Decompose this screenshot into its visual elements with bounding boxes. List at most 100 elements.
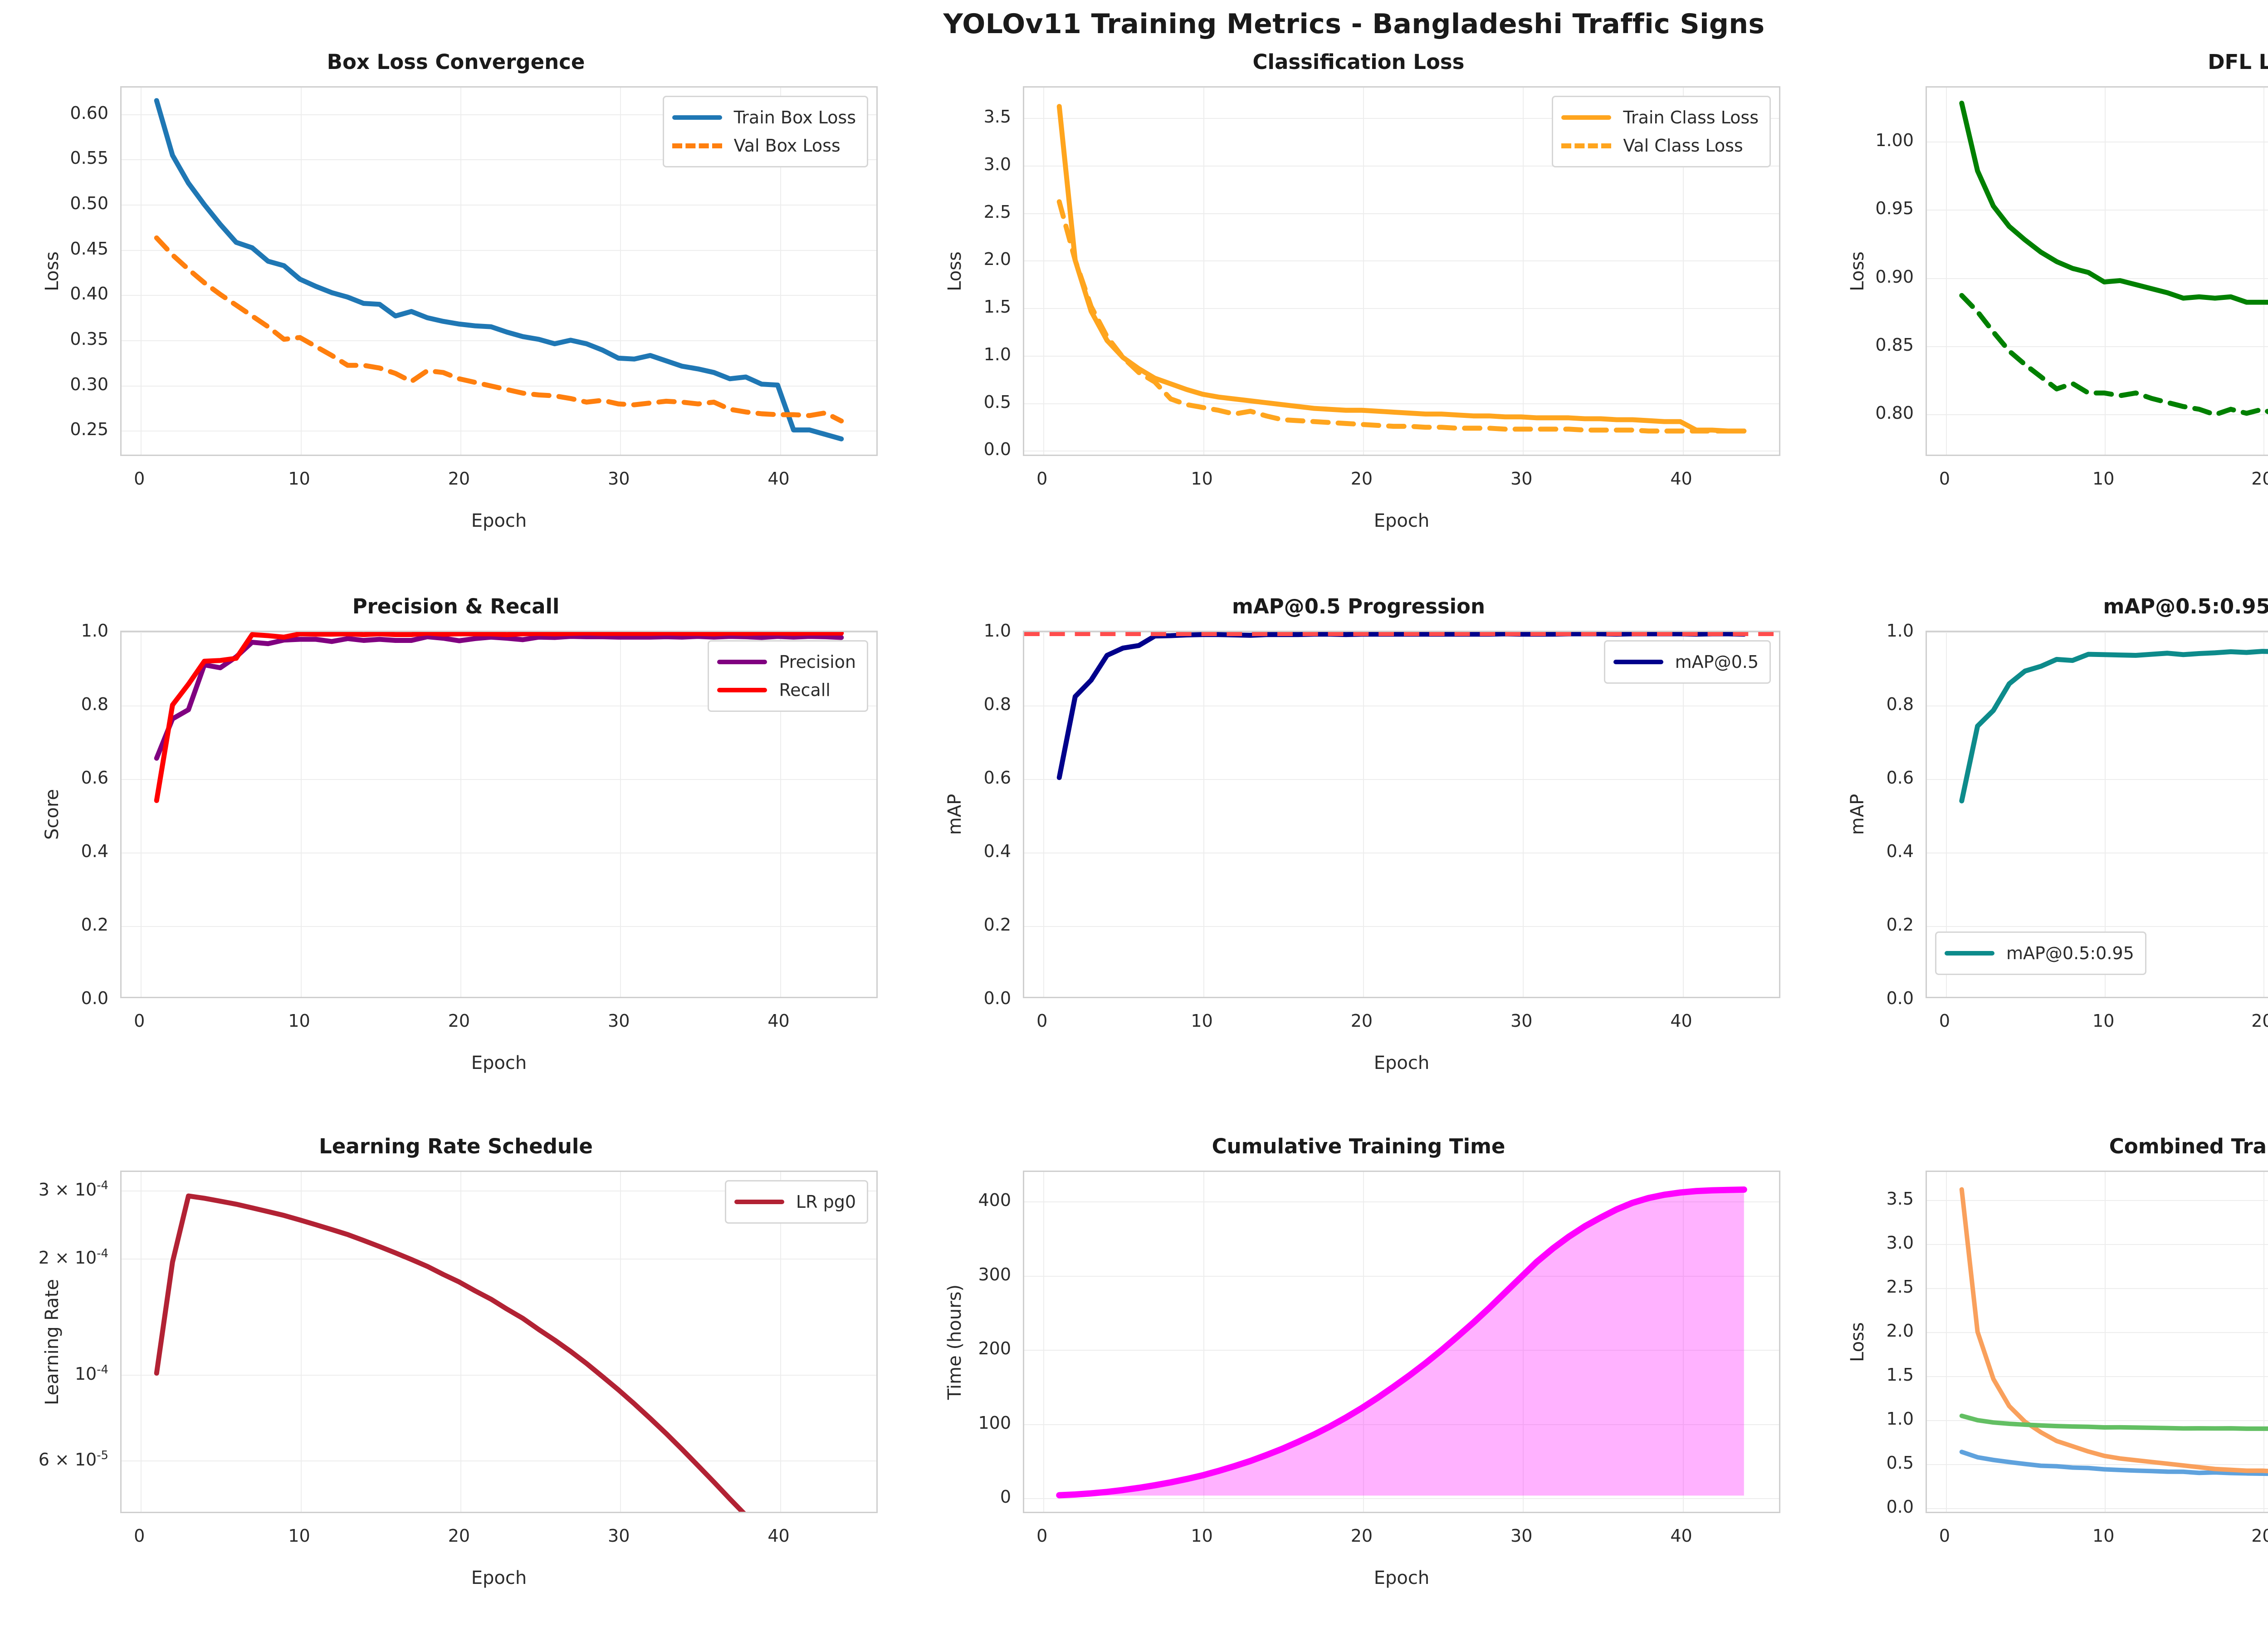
legend[interactable]: Train Box Loss Val Box Loss — [662, 96, 868, 167]
y-axis-tick-label: 300 — [978, 1264, 1011, 1284]
plot-area: BoxClassDFL — [1926, 1171, 2268, 1513]
y-axis-tick-label: 0.8 — [1886, 694, 1914, 714]
x-axis-tick-label: 30 — [1510, 1011, 1533, 1031]
x-axis-tick-label: 40 — [767, 469, 790, 489]
gridline-vertical — [1203, 88, 1204, 455]
x-axis-tick-label: 20 — [448, 469, 470, 489]
legend[interactable]: mAP@0.5:0.95 — [1935, 931, 2146, 975]
y-axis-tick-label: 0.2 — [81, 915, 108, 935]
gridline-horizontal — [1024, 260, 1779, 262]
y-axis-label: mAP — [1847, 794, 1868, 835]
x-axis-tick-label: 0 — [1939, 1526, 1950, 1546]
figure-title: YOLOv11 Training Metrics - Bangladeshi T… — [943, 8, 1765, 40]
gridline-horizontal — [1024, 355, 1779, 357]
y-axis-tick-label: 0.80 — [1875, 403, 1914, 423]
y-axis-tick-label: 0.55 — [70, 148, 108, 168]
subplot-class-loss: Classification Loss Train Class Loss Val C… — [912, 50, 1805, 572]
legend-label: Precision — [779, 652, 856, 672]
x-axis-label: Epoch — [471, 1568, 527, 1588]
legend-label: Train Class Loss — [1623, 108, 1759, 127]
gridline-horizontal — [122, 340, 876, 341]
plot-area: LR pg0 — [120, 1171, 878, 1513]
y-axis-tick-label: 0.45 — [70, 238, 108, 259]
y-axis-tick-label: 0.30 — [70, 374, 108, 394]
y-axis-tick-label: 2 × 10-4 — [38, 1246, 108, 1268]
legend[interactable]: LR pg0 — [724, 1180, 868, 1224]
x-axis-tick-label: 20 — [2251, 1526, 2268, 1546]
y-axis-tick-label: 0.95 — [1875, 198, 1914, 219]
plot-clip — [1927, 88, 2268, 455]
legend-color-swatch — [717, 688, 767, 692]
legend-color-swatch — [1561, 143, 1612, 148]
x-axis-tick-label: 0 — [134, 1526, 145, 1546]
subplot-lr-schedule: Learning Rate Schedule LR pg0 0 10 20 30 40 3 ×… — [9, 1134, 903, 1629]
x-axis-tick-label: 10 — [2092, 1526, 2115, 1546]
gridline-horizontal — [1024, 1498, 1779, 1500]
gridline-horizontal — [122, 159, 876, 161]
gridline-horizontal — [122, 1258, 876, 1260]
y-axis-tick-label: 0.25 — [70, 419, 108, 440]
y-axis-tick-label: 200 — [978, 1338, 1011, 1359]
legend[interactable]: Train Class Loss Val Class Loss — [1552, 96, 1771, 167]
gridline-vertical — [1363, 88, 1364, 455]
gridline-vertical — [1682, 1172, 1684, 1512]
gridline-horizontal — [1927, 1200, 2268, 1201]
x-axis-tick-label: 0 — [1036, 469, 1048, 489]
y-axis-tick-label: 0.2 — [1886, 915, 1914, 935]
gridline-horizontal — [1927, 779, 2268, 780]
y-axis-tick-label: 0.4 — [1886, 841, 1914, 861]
area-fill-cumulative-time — [1059, 1189, 1744, 1496]
subplot-map5095: mAP@0.5:0.95 Progression mAP@0.5:0.95 0 10 2… — [1814, 594, 2268, 1114]
gridline-vertical — [460, 632, 461, 997]
legend-color-swatch — [1561, 115, 1612, 120]
y-axis-tick-label: 0.6 — [983, 768, 1011, 788]
y-axis-tick-label: 0.0 — [1886, 1497, 1914, 1517]
series-layer — [1959, 649, 2268, 804]
x-axis-tick-label: 0 — [1036, 1526, 1048, 1546]
x-axis-tick-label: 20 — [1350, 1526, 1373, 1546]
gridline-horizontal — [1024, 926, 1779, 927]
y-axis-tick-label: 100 — [978, 1412, 1011, 1433]
gridline-horizontal — [1024, 1350, 1779, 1351]
y-axis-label: Loss — [1847, 1322, 1868, 1362]
y-axis-tick-label: 0.2 — [983, 915, 1011, 935]
y-axis-tick-label: 3.5 — [983, 107, 1011, 127]
legend-item: LR pg0 — [734, 1188, 856, 1216]
series-line-precision — [154, 634, 844, 761]
x-axis-tick-label: 30 — [1510, 469, 1533, 489]
y-axis-tick-label: 2.5 — [1886, 1277, 1914, 1297]
legend-label: Recall — [779, 680, 831, 700]
gridline-horizontal — [1927, 1244, 2268, 1245]
legend[interactable]: mAP@0.5 — [1603, 640, 1771, 684]
gridline-horizontal — [1927, 1332, 2268, 1333]
plot-clip — [1927, 1172, 2268, 1512]
x-axis-tick-label: 0 — [1939, 469, 1950, 489]
gridline-vertical — [1363, 1172, 1364, 1512]
legend-item: mAP@0.5:0.95 — [1945, 939, 2134, 967]
gridline-vertical — [1523, 88, 1524, 455]
gridline-horizontal — [122, 926, 876, 927]
gridline-vertical — [1682, 632, 1684, 997]
series-line-train-box-loss — [154, 98, 844, 441]
gridline-horizontal — [1927, 1288, 2268, 1289]
y-axis-tick-label: 1.00 — [1875, 130, 1914, 150]
legend[interactable]: Precision Recall — [708, 640, 868, 712]
subplot-title: DFL Loss — [2208, 50, 2268, 74]
legend-label: Val Class Loss — [1623, 136, 1743, 156]
plot-clip — [122, 632, 876, 997]
gridline-vertical — [1363, 632, 1364, 997]
x-axis-tick-label: 10 — [2092, 469, 2115, 489]
y-axis-tick-label: 0.4 — [983, 841, 1011, 861]
gridline-horizontal — [1024, 403, 1779, 404]
y-axis-tick-label: 3.0 — [983, 154, 1011, 174]
series-line-recall — [154, 632, 844, 803]
y-axis-tick-label: 1.5 — [983, 297, 1011, 317]
x-axis-tick-label: 0 — [1036, 1011, 1048, 1031]
legend-item: Train Box Loss — [672, 103, 856, 132]
legend-item: Train Class Loss — [1561, 103, 1759, 132]
gridline-vertical — [2105, 1172, 2106, 1512]
y-axis-tick-label: 0.5 — [983, 392, 1011, 412]
x-axis-label: Epoch — [471, 510, 527, 531]
